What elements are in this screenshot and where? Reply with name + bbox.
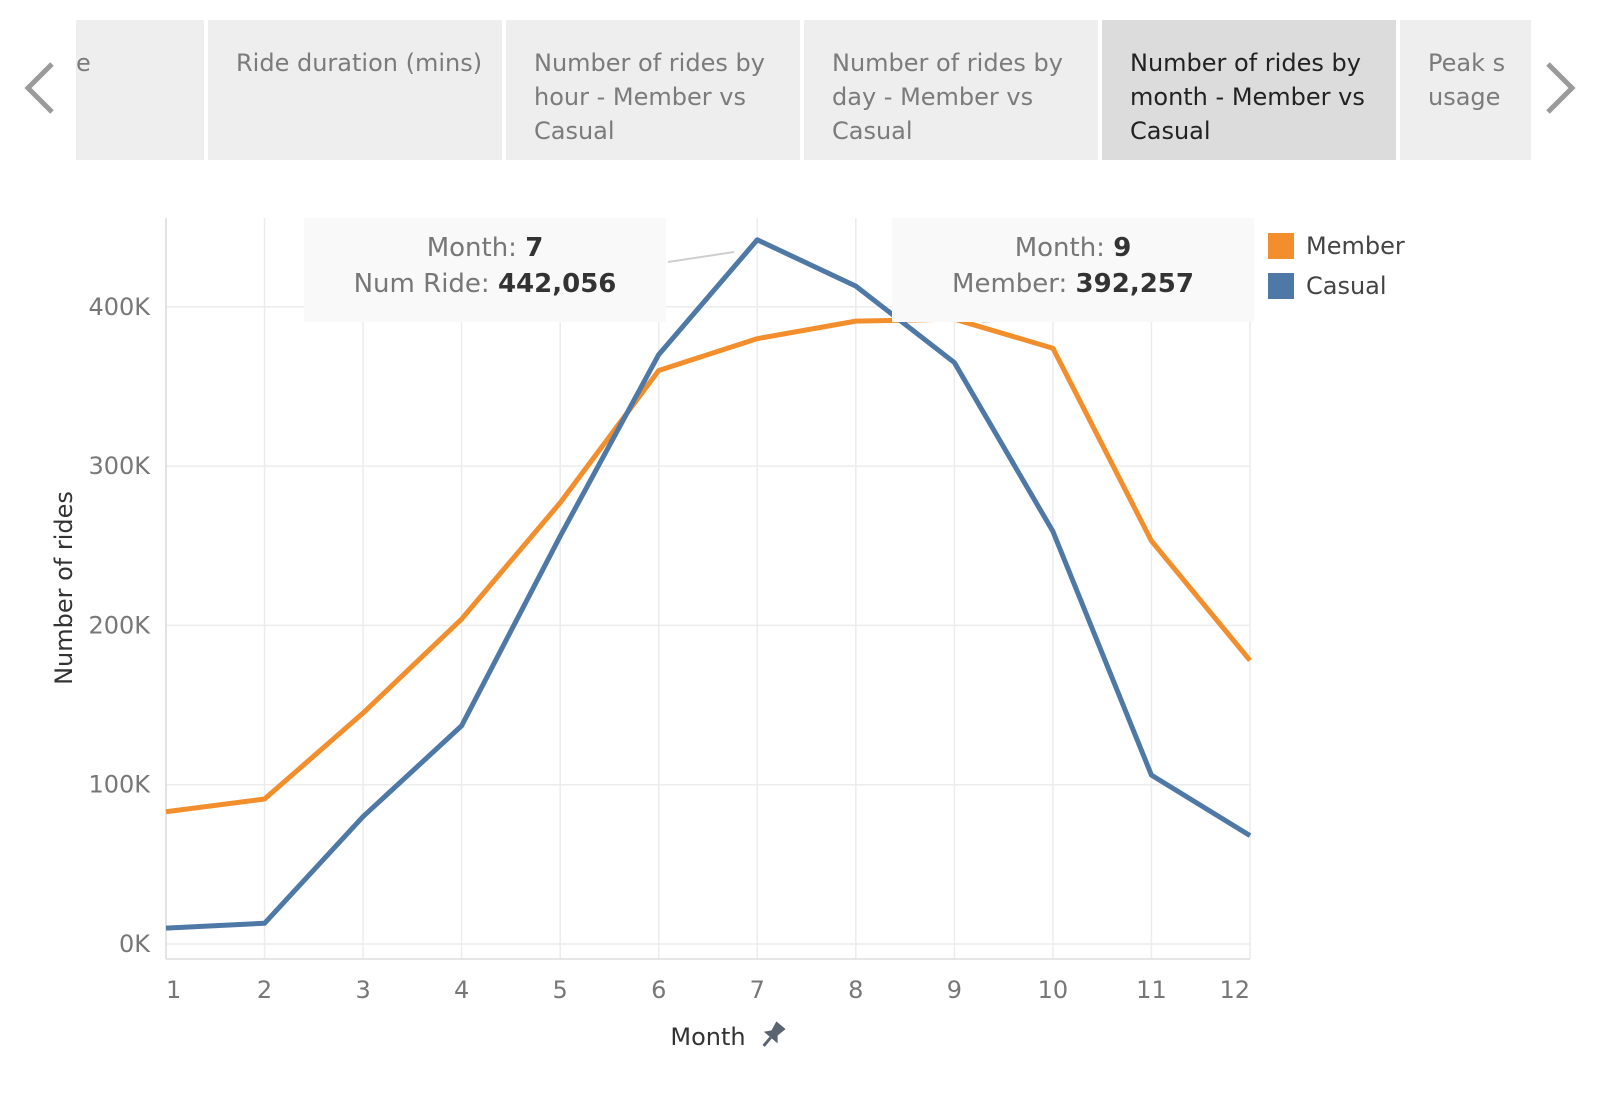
- tooltip-connector: [667, 251, 735, 263]
- story-tab-strip: e Ride duration (mins) Number of rides b…: [76, 20, 1531, 160]
- tooltip-metric-label: Member:: [952, 269, 1068, 299]
- legend-label: Member: [1306, 232, 1405, 260]
- series-lines[interactable]: [165, 237, 1252, 931]
- tab-label: Ride duration (mins): [236, 49, 483, 77]
- tab-label: Number of rides by month - Member vs Cas…: [1130, 49, 1365, 145]
- tab-rides-by-day[interactable]: Number of rides by day - Member vs Casua…: [804, 20, 1098, 160]
- tab-label: e: [76, 49, 91, 77]
- plot-area: [166, 218, 1250, 959]
- tooltip-metric-value: 392,257: [1075, 269, 1194, 299]
- x-tick-label: 7: [750, 976, 765, 1004]
- tab-label: Number of rides by hour - Member vs Casu…: [534, 49, 765, 145]
- y-tick-label: 100K: [88, 771, 151, 799]
- tooltip-metric-label: Num Ride:: [353, 269, 490, 299]
- tooltip-metric-value: 442,056: [497, 269, 617, 299]
- legend-item-casual[interactable]: Casual: [1268, 266, 1405, 306]
- series-line-member[interactable]: [165, 316, 1252, 815]
- legend-swatch-member: [1268, 233, 1294, 259]
- x-tick-label: 9: [947, 976, 962, 1004]
- x-tick-label: 6: [651, 976, 666, 1004]
- tooltip-month-value: 9: [1113, 233, 1132, 263]
- tab-label: Number of rides by day - Member vs Casua…: [832, 49, 1063, 145]
- tab-label: Peak s usage: [1428, 49, 1506, 111]
- y-tick-label: 0K: [119, 930, 151, 958]
- pin-icon[interactable]: [757, 1019, 788, 1051]
- tab-rides-by-hour[interactable]: Number of rides by hour - Member vs Casu…: [506, 20, 800, 160]
- y-tick-label: 400K: [88, 293, 151, 321]
- x-tick-label: 5: [553, 976, 568, 1004]
- legend-item-member[interactable]: Member: [1268, 226, 1405, 266]
- tooltip-casual: Month: 7 Num Ride: 442,056: [304, 218, 666, 322]
- x-tick-label: 2: [257, 976, 272, 1004]
- y-tick-label: 300K: [88, 452, 151, 480]
- tooltip-month-label: Month:: [1014, 233, 1105, 263]
- x-tick-label: 1: [166, 976, 181, 1004]
- tooltip-month-label: Month:: [426, 233, 517, 263]
- x-tick-label: 4: [454, 976, 469, 1004]
- y-axis-title: Number of rides: [50, 491, 78, 685]
- y-tick-label: 200K: [88, 611, 151, 639]
- legend: Member Casual: [1268, 226, 1405, 306]
- x-tick-label: 11: [1136, 976, 1167, 1004]
- tooltip-month-value: 7: [525, 233, 544, 263]
- x-tick-label: 12: [1219, 976, 1250, 1004]
- legend-swatch-casual: [1268, 273, 1294, 299]
- chevron-left-icon[interactable]: [22, 56, 62, 120]
- x-tick-label: 8: [848, 976, 863, 1004]
- tab-ride-duration[interactable]: Ride duration (mins): [208, 20, 502, 160]
- tab-0[interactable]: e: [76, 20, 204, 160]
- x-axis-title: Month: [670, 1023, 745, 1051]
- tab-rides-by-month[interactable]: Number of rides by month - Member vs Cas…: [1102, 20, 1396, 160]
- legend-label: Casual: [1306, 272, 1387, 300]
- chevron-right-icon[interactable]: [1538, 56, 1578, 120]
- tab-peak-usage[interactable]: Peak s usage: [1400, 20, 1531, 160]
- series-line-casual[interactable]: [165, 237, 1252, 931]
- x-tick-label: 3: [355, 976, 370, 1004]
- tooltip-member: Month: 9 Member: 392,257: [892, 218, 1254, 322]
- x-tick-label: 10: [1038, 976, 1069, 1004]
- gridlines: [165, 218, 1251, 959]
